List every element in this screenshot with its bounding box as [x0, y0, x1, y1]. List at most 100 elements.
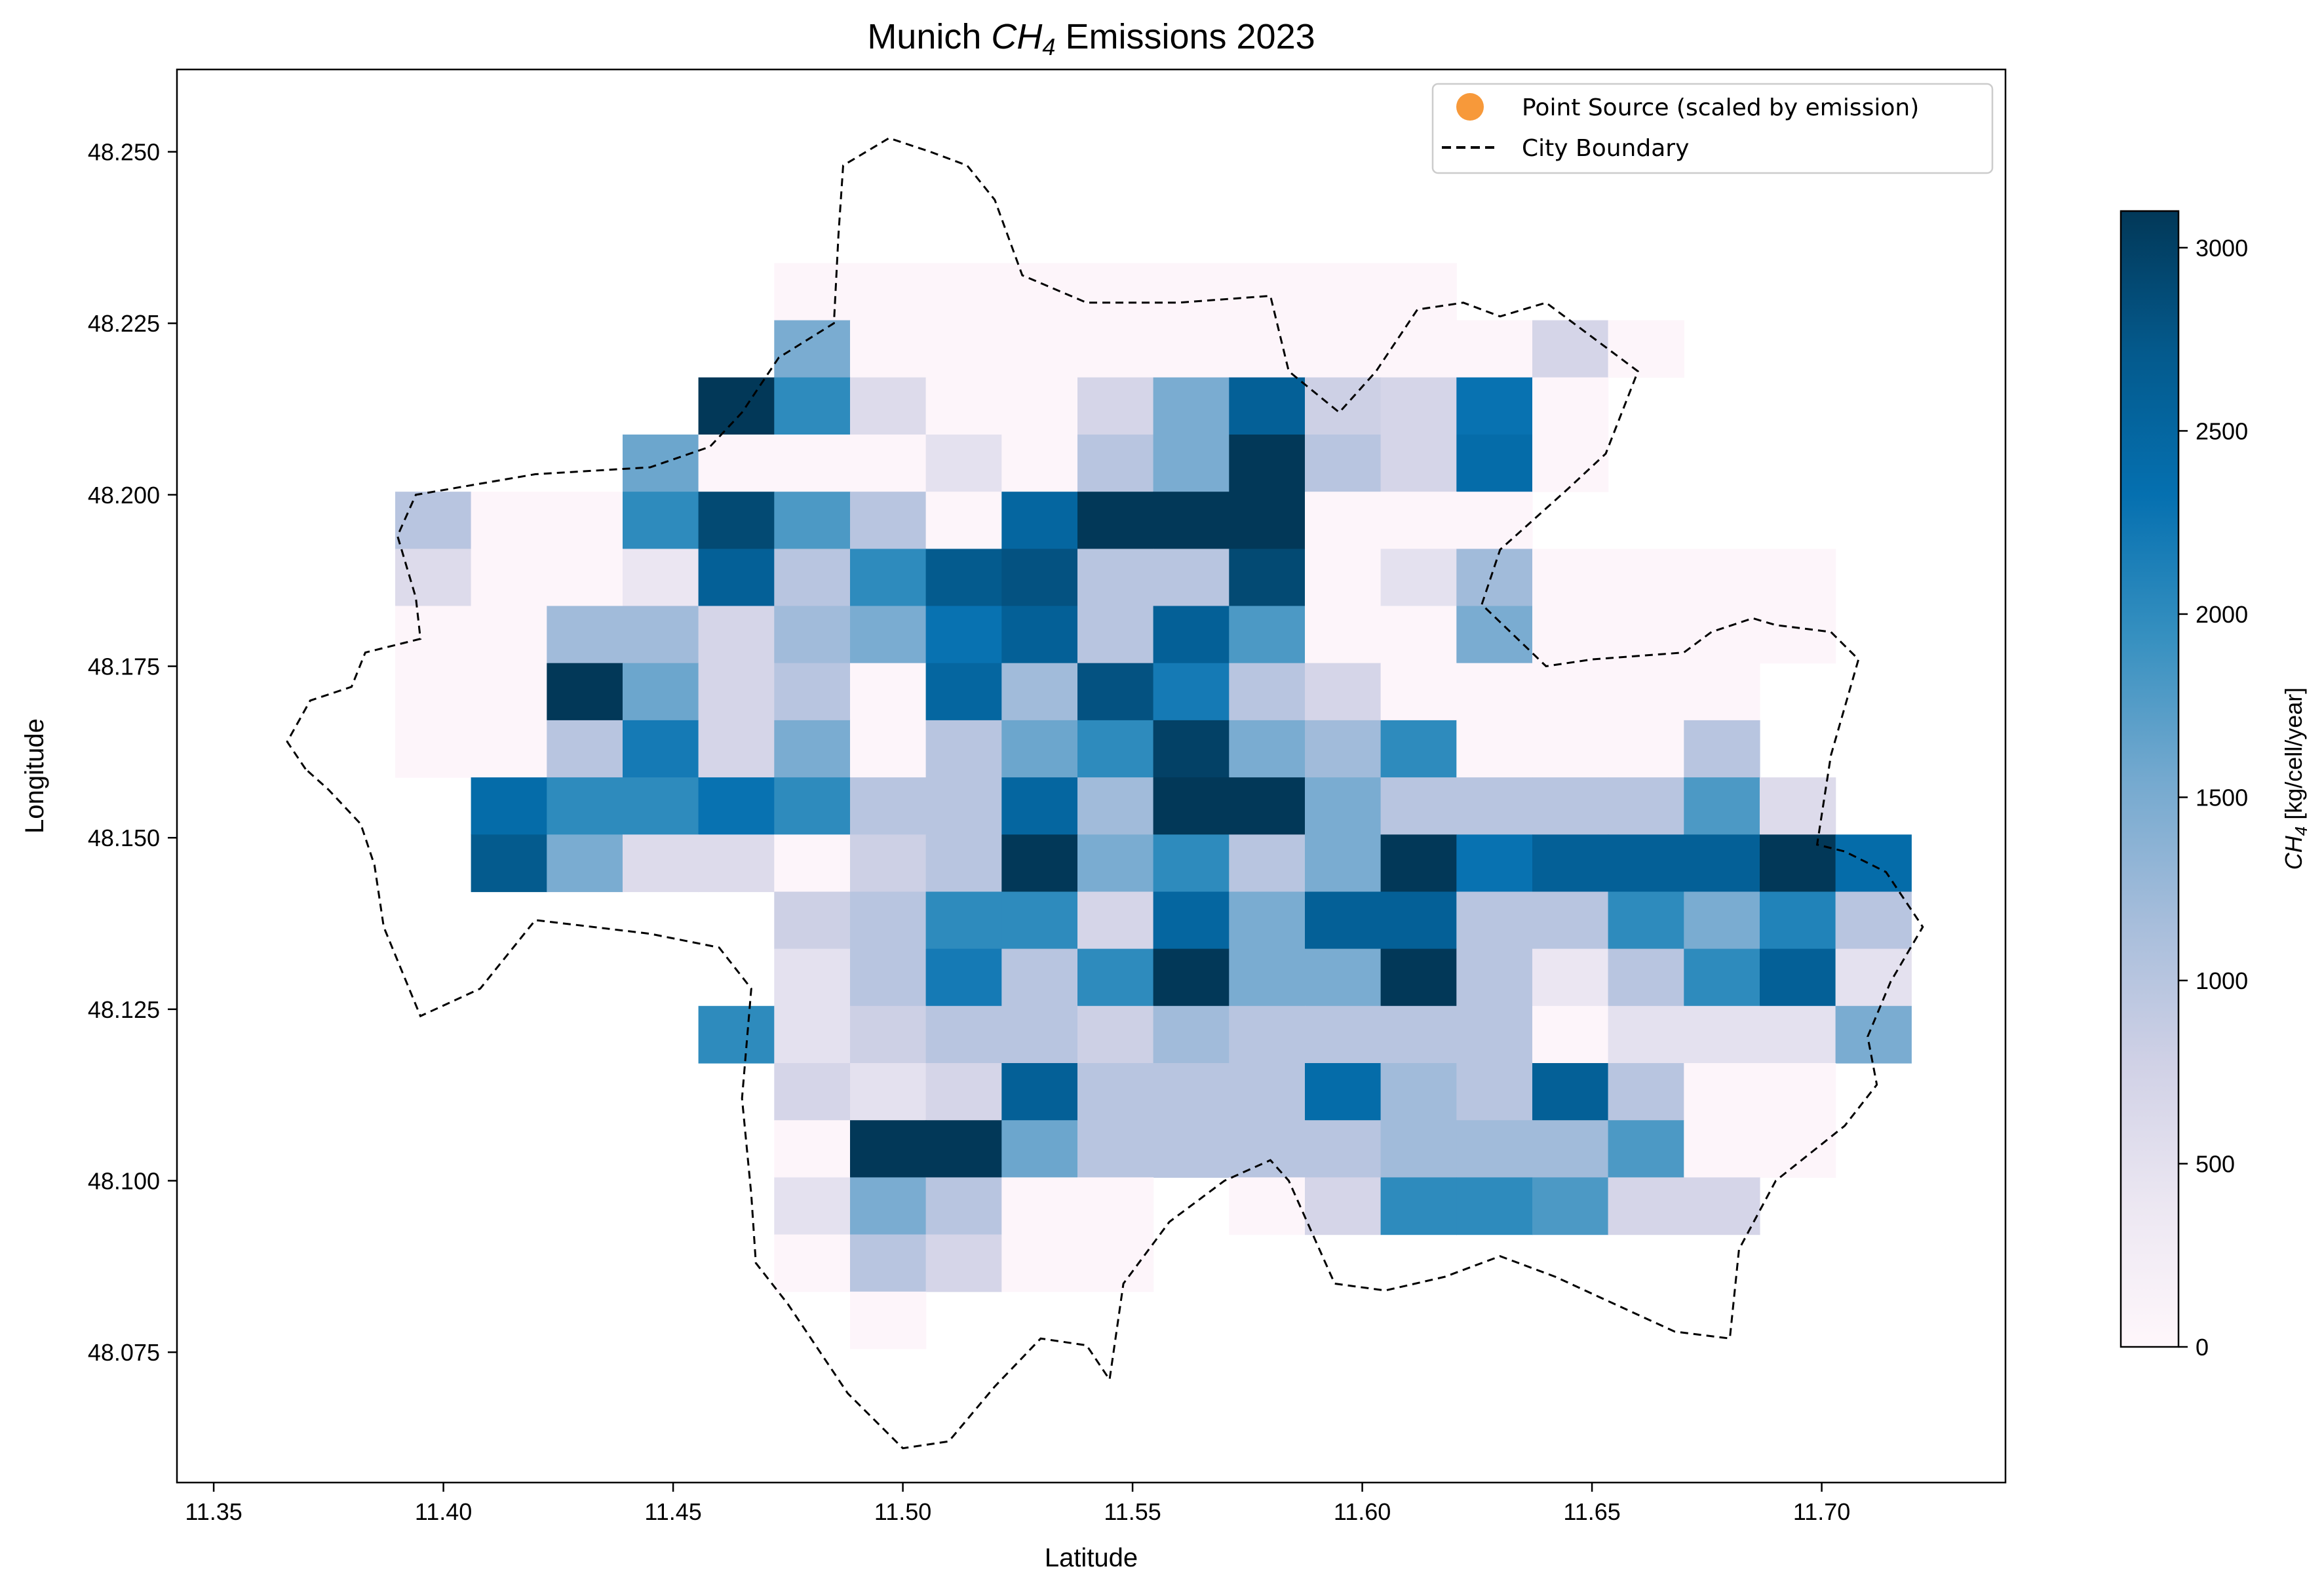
y-tick-label: 48.175 — [88, 653, 160, 680]
emission-cell — [1532, 1120, 1609, 1178]
emission-cell — [925, 1005, 1002, 1064]
colorbar-ticks: 0 500 1000 1500 2000 2500 3000 — [2179, 235, 2248, 1361]
emission-cell — [1608, 1120, 1684, 1178]
emission-cell — [698, 492, 775, 549]
emission-cell — [395, 492, 472, 549]
emission-cell — [1153, 891, 1230, 950]
emission-cell — [1001, 834, 1078, 893]
emission-cell — [1077, 720, 1154, 778]
emission-cell — [850, 720, 927, 778]
emission-cell — [1835, 891, 1912, 950]
emission-cell — [850, 1005, 927, 1064]
emission-cell — [623, 777, 699, 835]
emission-cell — [1077, 777, 1154, 835]
emission-cell — [1532, 320, 1609, 378]
emission-cell — [1001, 492, 1078, 549]
emission-cell — [1305, 1120, 1382, 1178]
y-tick-label: 48.075 — [88, 1339, 160, 1366]
emission-cell — [1608, 549, 1684, 607]
emission-cell — [1001, 777, 1078, 835]
emission-cell — [1001, 1063, 1078, 1121]
emission-cell — [1001, 948, 1078, 1007]
emission-cell — [1305, 263, 1382, 321]
emission-cell — [1760, 777, 1836, 835]
emission-cell — [850, 1120, 927, 1178]
emission-cell — [1456, 834, 1533, 893]
legend-boundary-label: City Boundary — [1522, 135, 1689, 162]
emission-cell — [1153, 435, 1230, 492]
emission-cell — [1153, 777, 1230, 835]
emission-cell — [925, 435, 1002, 492]
emission-cell — [547, 720, 623, 778]
emission-cell — [471, 492, 547, 549]
emission-cell — [1153, 948, 1230, 1007]
plot-frame — [176, 68, 2007, 1484]
y-axis-label: Longitude — [20, 718, 49, 834]
emission-cell — [774, 1005, 851, 1064]
emission-cell — [395, 549, 472, 607]
emission-cell — [1380, 263, 1457, 321]
emission-cell — [1153, 834, 1230, 893]
emission-cell — [1684, 891, 1760, 950]
emission-cell — [1835, 834, 1912, 893]
emission-cell — [1532, 606, 1609, 664]
emission-cell — [1380, 1120, 1457, 1178]
emission-cell — [1077, 263, 1154, 321]
emission-cell — [1305, 891, 1382, 950]
emission-cell — [1380, 663, 1457, 721]
emission-cell — [850, 263, 927, 321]
x-tick-label: 11.50 — [874, 1498, 931, 1525]
emission-cell — [1001, 435, 1078, 492]
colorbar-tick-label: 1500 — [2196, 784, 2248, 811]
emission-cell — [774, 1063, 851, 1121]
x-tick-label: 11.60 — [1334, 1498, 1391, 1525]
emission-cell — [850, 834, 927, 893]
emission-cell — [1608, 720, 1684, 778]
x-axis-label: Latitude — [1045, 1543, 1138, 1572]
emission-cell — [395, 606, 472, 664]
emission-cell — [925, 663, 1002, 721]
emission-cell — [1229, 492, 1306, 549]
x-axis-ticks: 11.35 11.40 11.45 11.50 11.55 11.60 11.65 11.70 — [185, 1483, 1850, 1525]
emission-cell — [1001, 891, 1078, 950]
emission-cell — [1456, 549, 1533, 607]
emission-cell — [1077, 834, 1154, 893]
emission-cell — [1456, 948, 1533, 1007]
emission-cell — [850, 377, 927, 435]
emission-cell — [1380, 320, 1457, 378]
colorbar-tick-label: 2500 — [2196, 417, 2248, 444]
emission-cell — [925, 1234, 1002, 1292]
emission-cell — [1608, 948, 1684, 1007]
emission-cell — [1380, 1177, 1457, 1235]
emission-cell — [1153, 377, 1230, 435]
x-tick-label: 11.70 — [1793, 1498, 1850, 1525]
y-tick-label: 48.100 — [88, 1167, 160, 1194]
emission-cell — [1380, 834, 1457, 893]
emission-cell — [1684, 1005, 1760, 1064]
emission-cell — [1608, 1005, 1684, 1064]
x-tick-label: 11.35 — [185, 1498, 242, 1525]
emission-cell — [623, 549, 699, 607]
emission-cell — [471, 834, 547, 893]
emission-cell — [925, 492, 1002, 549]
colorbar-tick-label: 500 — [2196, 1150, 2235, 1177]
emission-cell — [1229, 720, 1306, 778]
emission-cell — [850, 492, 927, 549]
emission-cell — [1760, 606, 1836, 664]
emission-cell — [1001, 1005, 1078, 1064]
emission-cell — [623, 492, 699, 549]
emission-cell — [1305, 777, 1382, 835]
emission-cell — [623, 606, 699, 664]
emission-cell — [1305, 320, 1382, 378]
emission-cell — [1077, 948, 1154, 1007]
emission-cell — [1153, 549, 1230, 607]
emission-cell — [1684, 1120, 1760, 1178]
emission-cell — [1229, 606, 1306, 664]
emission-cell — [1077, 1120, 1154, 1178]
emission-cell — [925, 1063, 1002, 1121]
colorbar-tick-label: 1000 — [2196, 967, 2248, 994]
emission-cell — [1532, 1063, 1609, 1121]
emission-cell — [547, 549, 623, 607]
emission-cell — [850, 948, 927, 1007]
emission-cell — [547, 492, 623, 549]
